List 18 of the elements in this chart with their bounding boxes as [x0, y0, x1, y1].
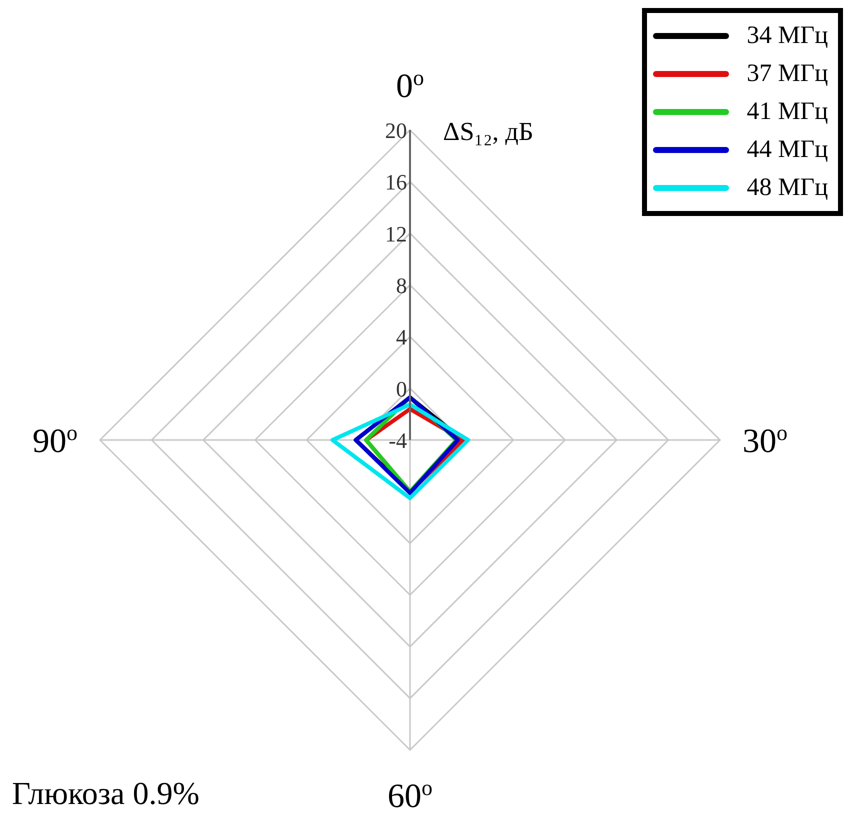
legend-label: 37 МГц — [746, 60, 828, 88]
spoke-label: 30$^{o}$ — [742, 420, 788, 460]
y-tick-label: 0 — [396, 376, 407, 402]
y-tick-label: 8 — [396, 273, 407, 298]
y-tick-label: 16 — [385, 170, 407, 195]
y-tick-label: 4 — [396, 324, 407, 350]
legend-label: 44 МГц — [746, 136, 828, 164]
text: ΔS₁₂, дБ — [443, 117, 534, 146]
legend-label: 34 МГц — [746, 22, 828, 50]
y-tick-label: 20 — [385, 118, 407, 143]
spoke-label: 90$^{o}$ — [32, 420, 78, 460]
spoke-label: 0$^{o}$ — [396, 64, 424, 105]
y-tick-label: 12 — [385, 221, 407, 246]
legend-label: 41 МГц — [746, 98, 828, 126]
legend-label: 48 МГц — [746, 174, 828, 202]
text: Глюкоза 0.9% — [12, 775, 200, 812]
spoke-label: 60$^{o}$ — [387, 774, 433, 815]
y-tick-label: -4 — [388, 428, 407, 453]
